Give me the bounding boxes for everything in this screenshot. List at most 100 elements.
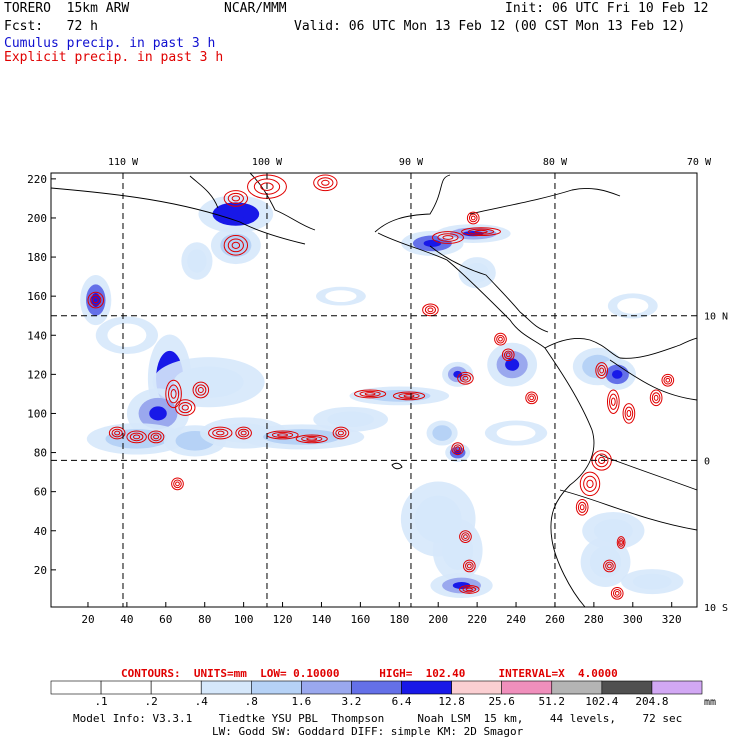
colorbar-swatch-8 [451,680,502,695]
colorbar-level-7: 12.8 [438,695,465,708]
contour-38-2 [614,590,620,596]
y-tick-label-0: 20 [34,564,47,577]
contour-7-0 [208,426,233,440]
cumulus-area-25 [593,519,633,543]
contour-38-1 [612,589,622,598]
contour-22-1 [459,373,472,383]
contour-12-1 [359,390,381,397]
contour-19-1 [467,228,495,235]
contour-4-2 [170,389,177,399]
contour-22-0 [457,371,474,385]
contour-2-2 [133,434,141,440]
contour-5-0 [175,399,196,416]
field1-label: Cumulus precip. in past 3 h [4,36,216,51]
x-tick-label-6: 140 [312,613,332,626]
top-lon-label-3: 80 W [543,157,568,168]
contour-41-1 [527,393,536,403]
coastlines [51,173,697,607]
cumulus-area-20 [432,425,452,441]
contour-6-0 [192,381,210,399]
colorbar-swatch-2 [150,680,202,695]
contour-16-2 [260,182,274,191]
cumulus-core-0 [91,293,101,308]
contour-40-1 [468,213,478,223]
y-tick-label-9: 200 [27,212,47,225]
contour-15-1 [227,192,244,204]
contour-0-1 [90,294,102,306]
contour-15-0 [223,190,249,207]
contour-35-1 [462,586,477,593]
contour-info: CONTOURS: UNITS=mm LOW= 0.10000 HIGH= 10… [121,667,618,680]
contour-15-2 [231,195,241,202]
y-tick-label-3: 80 [34,447,47,460]
cumulus-core-10 [225,208,247,220]
contour-39-0 [171,477,184,491]
cumulus-core-19 [611,369,623,379]
contour-11-0 [332,426,350,440]
coast-andes [609,359,697,401]
colorbar-level-9: 51.2 [539,695,566,708]
contour-31-1 [583,475,597,492]
axes: 20 40 60 80 100 120 140 160 180 200 220 240 260 280 30… [27,157,728,626]
contour-41-0 [525,391,538,405]
colorbar-level-6: 6.4 [392,695,412,708]
y-tick-label-2: 60 [34,486,47,499]
contour-31-2 [586,479,594,489]
contour-13-1 [398,392,420,399]
contour-10-2 [306,437,318,441]
contour-21-1 [503,350,513,360]
contour-1-0 [108,426,126,440]
colorbar-level-3: .8 [245,695,258,708]
x-tick-label-7: 160 [350,613,370,626]
x-tick-label-5: 120 [273,613,293,626]
contour-36-1 [605,561,614,571]
init-time: Init: 06 UTC Fri 10 Feb 12 [505,1,709,16]
contour-9-2 [277,433,289,437]
contour-4-0 [165,379,182,409]
x-tick-label-14: 300 [623,613,643,626]
colorbar-swatch-9 [501,680,553,695]
contour-33-2 [463,534,468,539]
explicit-contours [87,174,675,600]
cumulus-area-15 [465,262,489,283]
contour-32-1 [577,501,587,513]
top-lon-label-0: 110 W [108,157,139,168]
cumulus-area-30 [325,290,357,303]
top-lon-label-2: 90 W [399,157,424,168]
colorbar-level-1: .2 [145,695,158,708]
x-tick-label-4: 100 [234,613,254,626]
contour-1-2 [114,430,121,436]
contour-34-0 [463,559,476,573]
contour-11-1 [335,428,347,438]
contour-28-2 [653,394,659,401]
contour-17-0 [313,174,338,192]
colorbar-level-11: 204.8 [635,695,668,708]
colorbar-level-2: .4 [195,695,209,708]
contour-31-0 [579,471,601,497]
contour-2-0 [126,430,147,444]
plot-frame [50,172,698,608]
contour-34-1 [465,561,474,571]
contour-24-2 [427,307,434,313]
x-tick-label-13: 280 [584,613,604,626]
y-tick-label-8: 180 [27,251,47,264]
cumulus-area-7 [263,429,341,445]
contour-19-0 [461,227,501,237]
y-tick-label-6: 140 [27,329,47,342]
contour-26-2 [610,397,616,406]
contour-5-1 [178,402,193,414]
cumulus-core-3 [149,406,167,421]
contour-8-2 [240,430,247,436]
contour-14-1 [227,238,244,253]
coast-baja [189,175,219,209]
colorbar-level-0: .1 [94,695,107,708]
contour-6-2 [197,386,204,394]
x-tick-label-15: 320 [662,613,682,626]
colorbar-swatch-6 [351,680,402,695]
right-lat-label-2: 10 S [704,603,728,614]
model-info: Model Info: V3.3.1 Tiedtke YSU PBL Thomp… [73,712,683,725]
contour-21-0 [501,348,515,362]
contour-27-2 [626,409,632,418]
cumulus-core-17 [505,358,520,371]
